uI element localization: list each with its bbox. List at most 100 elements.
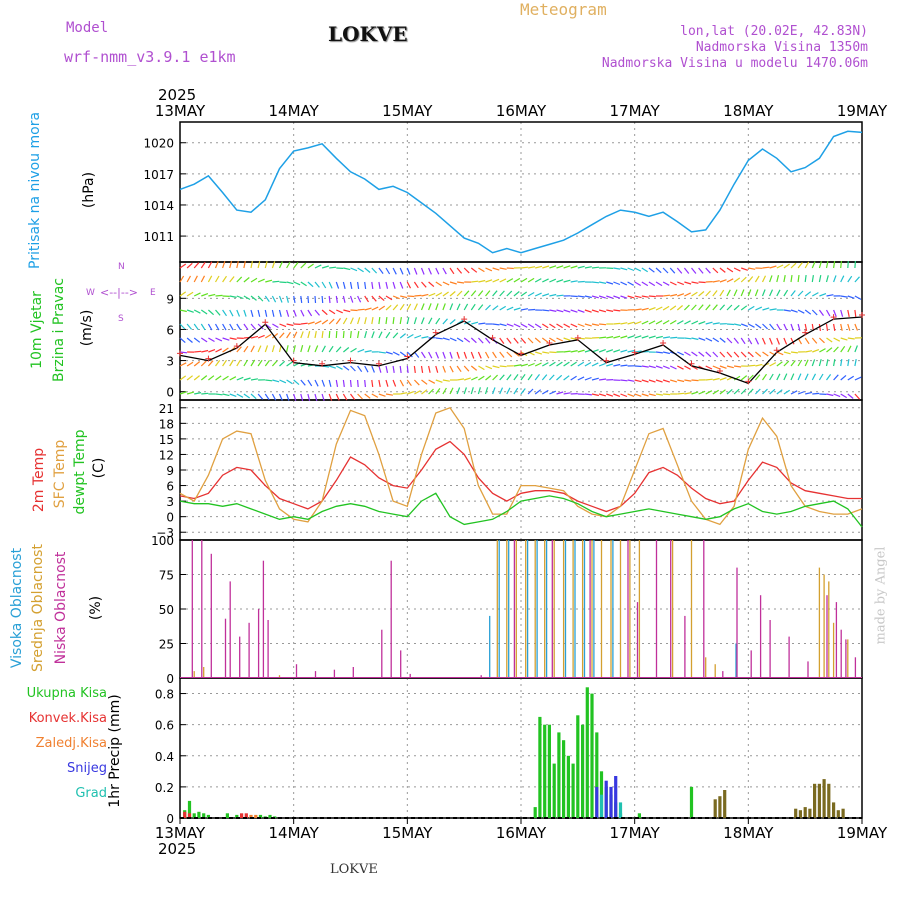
wind-arrow [570, 375, 577, 381]
wind-arrow [719, 351, 726, 358]
wind-arrow [698, 390, 706, 395]
precip-bar [249, 814, 253, 818]
wind-arrow [534, 278, 542, 283]
y-tick-label: 0 [166, 386, 174, 400]
wind-arrow [186, 375, 193, 381]
wind-gust-marker [773, 347, 780, 354]
precip-bar [533, 807, 537, 818]
wind-arrow [236, 346, 242, 353]
y-tick-label: 1017 [143, 168, 174, 182]
wind-arrow [300, 309, 305, 317]
wind-arrow [442, 267, 447, 275]
wind-arrow [200, 309, 208, 315]
wind-arrow [655, 379, 663, 383]
precip-bar [599, 771, 604, 818]
wind-arrow [357, 365, 363, 373]
wind-arrow [307, 331, 311, 339]
wind-arrow [328, 345, 334, 353]
wind-arrow [520, 308, 529, 311]
wind-arrow [264, 393, 270, 401]
wind-arrow [670, 293, 678, 297]
wind-arrow [847, 323, 851, 331]
wind-arrow [336, 365, 343, 370]
wind-arrow [201, 293, 209, 297]
wind-arrow [293, 295, 296, 304]
precip-bar [813, 783, 817, 818]
precip-konvek-label: Konvek.Kisa [28, 711, 107, 726]
wind-arrow [378, 317, 381, 325]
wind-arrow [840, 260, 842, 269]
wind-gust-marker [233, 343, 240, 350]
wind-arrow [840, 374, 847, 381]
precip-bar [235, 814, 239, 818]
wind-arrow [712, 337, 720, 343]
wind-arrow [250, 323, 257, 330]
wind-arrow [684, 337, 692, 340]
wind-arrow [470, 387, 474, 395]
precip-bar [240, 813, 244, 818]
wind-arrow [407, 333, 414, 339]
wind-gust-marker [574, 334, 581, 341]
wind-arrow [392, 295, 400, 300]
wind-arrow [662, 351, 671, 355]
wind-arrow [385, 331, 391, 339]
wind-arrow [528, 308, 536, 311]
wind-arrow [641, 365, 649, 368]
wind-arrow [762, 266, 770, 269]
wind-arrow [485, 365, 493, 370]
wind-arrow [222, 359, 227, 367]
wind-arrow [378, 295, 385, 302]
wind-arrow [257, 334, 265, 339]
wind-arrow [207, 261, 213, 269]
wind-arrow [535, 265, 543, 269]
wind-arrow [321, 331, 324, 339]
wind-arrow [677, 379, 685, 383]
wind-arrow [250, 393, 257, 400]
wind-arrow [307, 345, 311, 353]
wind-arrow [236, 359, 241, 367]
wind-arrow [385, 379, 389, 387]
wind-arrow [342, 317, 348, 325]
wind-arrow [541, 374, 548, 381]
wind-arrow [328, 281, 333, 289]
y-tick-label: 21 [159, 402, 174, 416]
wind-arrow [620, 281, 628, 286]
wind-arrow [655, 351, 663, 354]
wind-arrow [307, 263, 314, 269]
y-tick-label: 15 [159, 433, 174, 447]
wind-arrow [677, 293, 685, 297]
precip-bar [581, 724, 585, 818]
wind-arrow [207, 360, 214, 367]
wind-arrow [762, 323, 769, 330]
wind-arrow [677, 281, 685, 286]
wind-arrow [549, 361, 556, 367]
precip-bar [836, 810, 840, 818]
wind-arrow [812, 349, 820, 353]
wind-arrow [257, 295, 264, 302]
wind-arrow [598, 295, 606, 299]
y-tick-label: 100 [151, 534, 174, 548]
wind-arrow [293, 393, 297, 401]
precip-bar [798, 810, 802, 818]
wind-arrow [208, 293, 216, 297]
wind-arrow [477, 351, 482, 359]
wind-arrow [193, 292, 201, 297]
wind-arrow [478, 365, 485, 371]
y-tick-label: 0.6 [155, 719, 174, 733]
wind-arrow [470, 351, 475, 359]
wind-arrow [271, 295, 277, 303]
wind-arrow [442, 337, 450, 341]
wind-arrow [655, 393, 663, 396]
y-tick-label: 75 [159, 569, 174, 583]
wind-arrow [513, 277, 521, 283]
wind-arrow [712, 389, 720, 395]
wind-arrow [357, 308, 365, 311]
wind-arrow [250, 345, 255, 353]
wind-arrow [549, 323, 556, 329]
wind-arrow [698, 351, 705, 357]
date-label-top: 13MAY [155, 102, 206, 120]
wind-arrow [606, 349, 614, 353]
wind-arrow [271, 393, 277, 401]
wind-gust-marker [859, 311, 865, 318]
wind-arrow [229, 309, 234, 317]
